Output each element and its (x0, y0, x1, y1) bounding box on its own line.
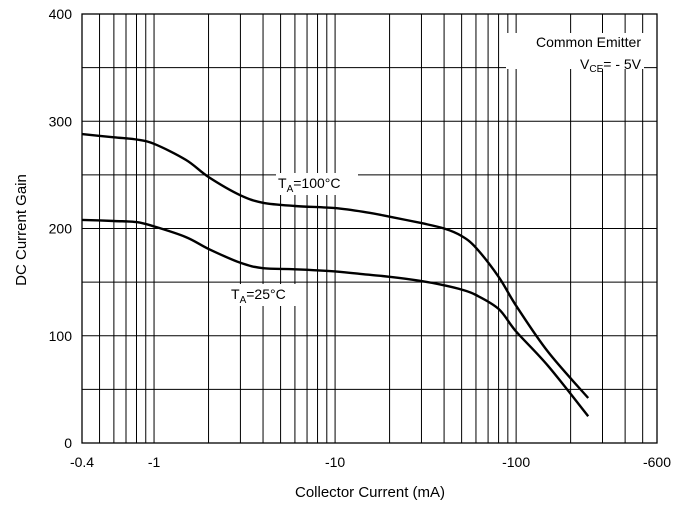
x-tick-label: -600 (643, 454, 671, 470)
y-axis-label: DC Current Gain (13, 174, 30, 286)
series-lines (81, 132, 590, 417)
x-tick-label: -100 (502, 454, 530, 470)
annotation-line-1: Common Emitter (536, 34, 641, 50)
label-bg-100c (276, 173, 358, 195)
x-tick-label: -0.4 (70, 454, 94, 470)
x-axis-label: Collector Current (mA) (295, 484, 445, 501)
y-tick-label: 200 (49, 221, 73, 237)
grid-major (82, 14, 657, 443)
series-line-100c (81, 132, 590, 399)
x-tick-label: -1 (148, 454, 161, 470)
series-label-25c: TA=25°C (231, 286, 286, 306)
x-tick-label: -10 (325, 454, 345, 470)
label-bg-25c (228, 284, 302, 306)
y-tick-label: 100 (49, 328, 73, 344)
x-tick-labels: -0.4 -1 -10 -100 -600 (70, 454, 671, 470)
y-tick-label: 0 (64, 435, 72, 451)
y-tick-label: 300 (49, 113, 73, 129)
series-label-100c: TA=100°C (278, 175, 340, 195)
series-line-25c (81, 218, 590, 417)
plot-frame (81, 13, 658, 444)
y-tick-label: 400 (49, 6, 73, 22)
annotation-box (506, 33, 644, 69)
annotation-line-2: VCE= - 5V (580, 56, 642, 75)
y-tick-labels: 0 100 200 300 400 (49, 6, 73, 451)
